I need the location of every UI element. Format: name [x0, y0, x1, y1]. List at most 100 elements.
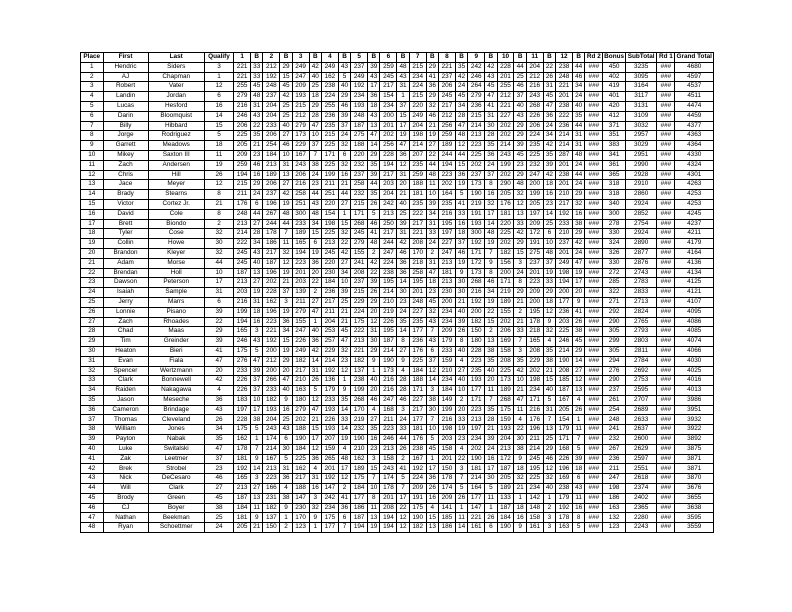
cell: 22 [80, 267, 104, 279]
cell: 237 [602, 385, 626, 396]
cell: Schoettmer [147, 522, 205, 534]
cell: 4364 [674, 140, 714, 151]
cell: 247 [525, 169, 544, 181]
cell: 23 [250, 149, 264, 161]
cell: 29 [367, 345, 381, 357]
cell: 243 [525, 91, 544, 102]
cell: Jorge [102, 130, 149, 142]
cell: 305 [602, 326, 626, 338]
cell: 35 [454, 61, 469, 73]
cell: ### [584, 81, 604, 93]
cell: 192 [262, 71, 281, 83]
cell: Bonnewell [147, 375, 205, 387]
cell: 9 [484, 257, 498, 269]
cell: 7 [454, 473, 469, 485]
score-sheet: Place First Last Qualify 1 B 2 B 3 B 4 B 5 B 6 B 7 B 8 B 9 B 1… [80, 52, 714, 534]
cell: 2784 [624, 355, 658, 367]
cell: 193 [496, 424, 515, 436]
cell: 7 [571, 434, 586, 445]
cell: 13 [542, 424, 557, 436]
cell: 194 [379, 159, 398, 171]
cell: 29 [513, 169, 527, 181]
cell: Lonnie [102, 306, 149, 318]
cell: 197 [467, 424, 486, 436]
cell: 42 [308, 61, 322, 73]
cell: Stearns [147, 189, 205, 200]
cell: 3871 [674, 463, 714, 475]
player-row: 2 AJ Chapman 1 221 33 192 15 247 40 162 5 249 43 245 43… [80, 71, 714, 83]
cell: 1 [454, 502, 469, 514]
cell: 18 [542, 179, 557, 191]
cell: Clark [147, 483, 205, 494]
cell: 193 [262, 404, 281, 416]
cell: 32 [337, 228, 352, 240]
cell: 172 [525, 228, 544, 240]
cell: Cole [147, 208, 205, 220]
cell: 235 [408, 316, 427, 328]
cell: Rodriguez [147, 130, 205, 142]
cell: 42 [513, 228, 527, 240]
cell: Landin [102, 91, 149, 102]
cell: 24 [542, 120, 557, 132]
cell: 4253 [674, 189, 714, 200]
cell: 15 [425, 512, 440, 524]
cell: 2 [425, 247, 440, 259]
cell: 192 [320, 473, 339, 485]
cell: 225 [233, 130, 252, 142]
cell: 265 [320, 453, 339, 465]
cell: 155 [291, 316, 310, 328]
cell: 11 [454, 512, 469, 524]
cell: 158 [438, 443, 456, 455]
cell: 171 [467, 394, 486, 406]
cell: 264 [467, 81, 486, 93]
cell: Billy [102, 120, 149, 132]
cell: 228 [496, 61, 515, 73]
cell: 47 [250, 355, 264, 367]
cell: 41 [484, 100, 498, 112]
player-row: 47 Nathan Beekman 25 181 9 137 1 170 9 175 6 187 13 19… [80, 512, 714, 524]
cell: 19 [337, 434, 352, 445]
cell: 188 [291, 483, 310, 494]
cell: 3922 [674, 424, 714, 436]
cell: 33 [425, 228, 440, 240]
cell: 204 [525, 61, 544, 73]
cell: 197 [438, 228, 456, 240]
cell: 208 [350, 267, 369, 279]
cell: 161 [525, 522, 544, 534]
cell: 165 [233, 473, 252, 485]
cell: 20 [308, 267, 322, 279]
column-header: B [308, 52, 322, 63]
cell: 36 [308, 257, 322, 269]
cell: 279 [233, 91, 252, 102]
cell: 5 [454, 483, 469, 494]
cell: 15 [308, 424, 322, 436]
cell: 232 [350, 189, 369, 200]
column-header: B [425, 52, 440, 63]
player-row: 18 Tyler Cose 32 214 28 178 7 189 15 225 32 245 41 217… [80, 228, 714, 240]
cell: 156 [496, 257, 515, 269]
cell: 150 [438, 463, 456, 475]
cell: 16 [308, 483, 322, 494]
cell: 21 [279, 277, 293, 289]
cell: 29 [542, 443, 557, 455]
cell: 29 [279, 355, 293, 367]
cell: 318 [602, 189, 626, 200]
cell: 1 [308, 316, 322, 328]
cell: Bieri [147, 345, 205, 357]
cell: 236 [555, 120, 573, 132]
cell: 7 [279, 228, 293, 240]
cell: 46 [367, 394, 381, 406]
cell: 23 [425, 287, 440, 298]
cell: 47 [337, 336, 352, 347]
cell: 46 [425, 110, 440, 122]
cell: 194 [379, 512, 398, 524]
cell: Green [147, 492, 205, 504]
cell: 402 [602, 71, 626, 83]
cell: 26 [396, 443, 410, 455]
cell: 2754 [624, 218, 658, 230]
cell: 266 [262, 375, 281, 387]
cell: 193 [350, 100, 369, 112]
cell: 193 [320, 424, 339, 436]
cell: 26 [367, 287, 381, 298]
cell: 21 [513, 385, 527, 396]
